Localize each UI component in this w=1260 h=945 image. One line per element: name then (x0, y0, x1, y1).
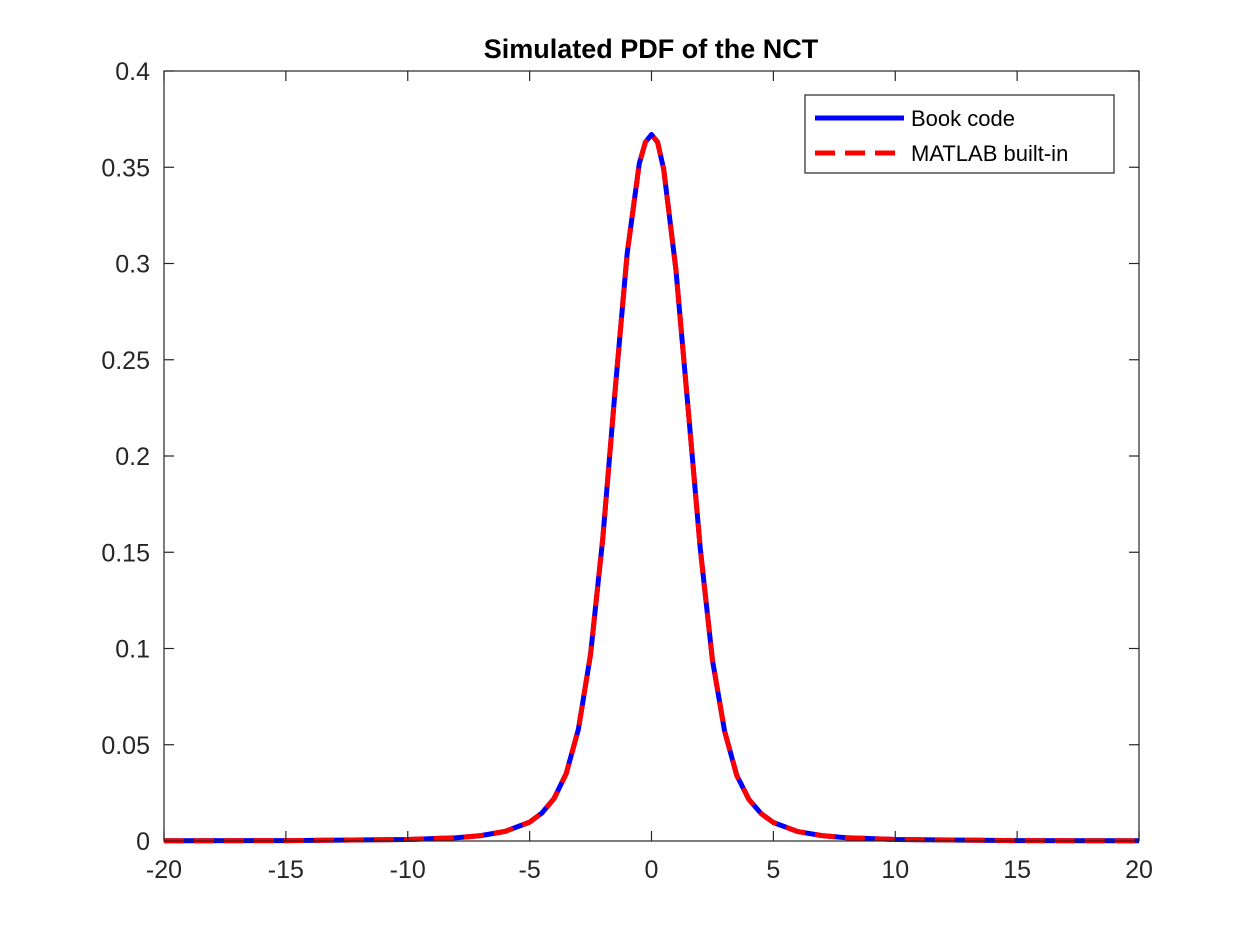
y-tick-label: 0.1 (115, 636, 150, 664)
x-tick-label: 0 (645, 856, 659, 884)
series-layer (163, 132, 1140, 844)
x-tick-label: 10 (881, 856, 909, 884)
x-tick-label: -5 (519, 856, 541, 884)
x-tick-label: -10 (390, 856, 426, 884)
plot-area (164, 71, 1139, 841)
x-tick-label: 15 (1003, 856, 1031, 884)
legend: Book code MATLAB built-in (804, 94, 1115, 174)
x-tick-label: -15 (268, 856, 304, 884)
ticks-layer: -20 -15 -10 -5 0 5 10 15 20 0 0.05 0.1 0.15 0.2 0.25 0.… (101, 58, 1153, 884)
legend-box (804, 94, 1115, 174)
series-line-book-code (163, 132, 1140, 844)
y-tick-label: 0.4 (115, 58, 150, 86)
y-tick-label: 0.35 (101, 154, 150, 182)
y-tick-label: 0.3 (115, 251, 150, 279)
y-tick-label: 0.05 (101, 732, 150, 760)
x-tick-label: 5 (766, 856, 780, 884)
x-tick-label: 20 (1125, 856, 1153, 884)
y-tick-label: 0.15 (101, 539, 150, 567)
legend-label-book-code: Book code (911, 106, 1015, 131)
y-tick-label: 0.2 (115, 443, 150, 471)
x-tick-label: -20 (146, 856, 182, 884)
y-tick-label: 0.25 (101, 347, 150, 375)
y-tick-label: 0 (136, 828, 150, 856)
legend-label-matlab-built-in: MATLAB built-in (911, 141, 1068, 166)
chart-title: Simulated PDF of the NCT (484, 34, 819, 64)
